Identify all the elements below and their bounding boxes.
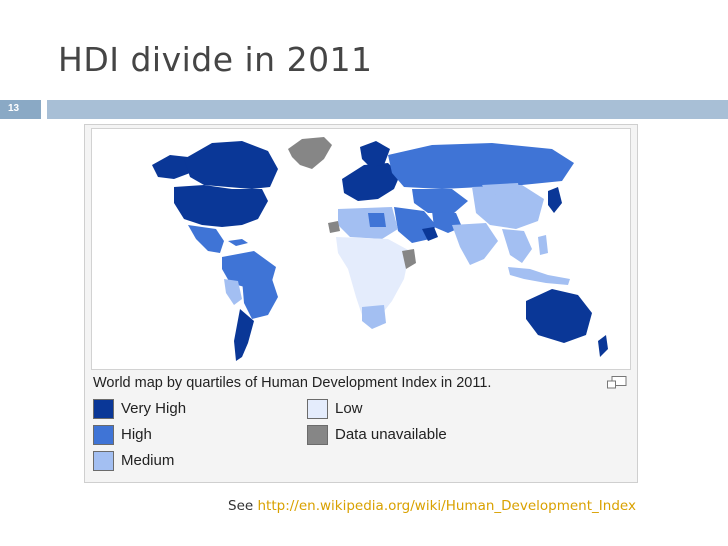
andes-region (224, 279, 242, 305)
indonesia-region (508, 267, 570, 285)
southeast-asia-region (502, 229, 532, 263)
caribbean-region (228, 239, 248, 246)
china-region (472, 185, 544, 229)
wikipedia-link[interactable]: http://en.wikipedia.org/wiki/Human_Devel… (257, 498, 636, 514)
legend-swatch-low (307, 399, 328, 419)
sub-saharan-africa-region (336, 237, 410, 321)
legend-swatch-data-unavailable (307, 425, 328, 445)
legend-swatch-medium (93, 451, 114, 471)
title-underline-bar (47, 100, 728, 119)
source-footnote: See http://en.wikipedia.org/wiki/Human_D… (228, 498, 636, 514)
europe-region (342, 163, 400, 201)
world-map (91, 128, 631, 370)
magnify-icon[interactable] (607, 376, 627, 389)
legend-swatch-very-high (93, 399, 114, 419)
new-zealand-region (598, 335, 608, 357)
legend-label-medium: Medium (121, 452, 175, 469)
north-africa-region (338, 207, 398, 239)
somalia-region (402, 249, 416, 269)
gulf-states-region (422, 227, 438, 241)
legend-swatch-high (93, 425, 114, 445)
scandinavia-region (360, 141, 390, 167)
legend-label-high: High (121, 426, 152, 443)
legend-label-very-high: Very High (121, 400, 187, 417)
russia-region (388, 143, 574, 189)
map-figure: World map by quartiles of Human Developm… (84, 124, 638, 483)
western-sahara-region (328, 221, 340, 233)
slide-title: HDI divide in 2011 (58, 40, 373, 79)
south-asia-region (452, 223, 498, 265)
southern-cone-region (234, 309, 254, 361)
footnote-prefix: See (228, 498, 254, 514)
caption-text: World map by quartiles of Human Developm… (93, 375, 492, 391)
legend-label-low: Low (335, 400, 363, 417)
japan-region (548, 187, 562, 213)
slide-number: 13 (8, 103, 20, 114)
usa-region (174, 185, 268, 227)
canada-region (184, 141, 278, 189)
central-america-region (188, 225, 224, 253)
brazil-region (242, 279, 278, 319)
greenland-region (288, 137, 332, 169)
philippines-region (538, 235, 548, 255)
mongolia-region (482, 183, 520, 195)
alaska-region (152, 155, 190, 179)
southern-africa-region (362, 305, 386, 329)
legend-label-data-unavailable: Data unavailable (335, 426, 447, 443)
central-asia-region (412, 189, 468, 213)
libya-region (368, 213, 386, 227)
map-caption: World map by quartiles of Human Developm… (93, 375, 629, 395)
australia-region (526, 289, 592, 343)
slide-number-box: 13 (0, 100, 41, 119)
